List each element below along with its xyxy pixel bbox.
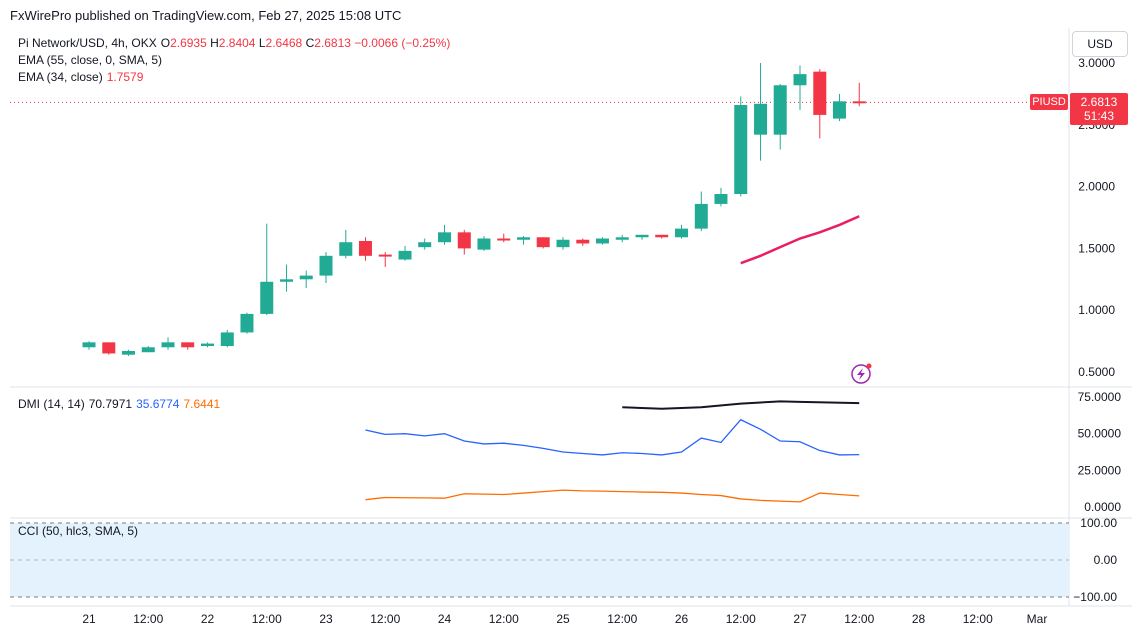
candle-body [754, 103, 768, 135]
dmi-legend[interactable]: DMI (14, 14) 70.7971 35.6774 7.6441 [18, 397, 221, 411]
candle-body [438, 232, 451, 243]
ema34-value: 1.7579 [106, 70, 144, 84]
bar-countdown: 51:43 [1083, 109, 1115, 123]
candle-body [517, 237, 531, 240]
cci-axis-tick: 0.00 [1094, 553, 1118, 567]
di-minus-value: 7.6441 [183, 397, 221, 411]
cci-legend[interactable]: CCI (50, hlc3, SMA, 5) [18, 524, 139, 538]
time-axis-tick: 12:00 [607, 612, 637, 626]
candle-body [260, 281, 274, 314]
ohlc-values: O2.6935 H2.8404 L2.6468 C2.6813 −0.0066 … [160, 36, 451, 50]
candle-body [299, 275, 313, 280]
time-axis-tick: 12:00 [133, 612, 163, 626]
dmi-line-di [365, 418, 860, 456]
candle-body [82, 342, 96, 348]
dmi-line-di [365, 489, 860, 503]
candle-body [378, 254, 392, 257]
price-axis-tick: 2.0000 [1078, 180, 1115, 194]
candle-body [181, 342, 195, 348]
time-axis-tick: Mar [1027, 612, 1048, 626]
cci-axis-tick: 100.00 [1080, 516, 1117, 530]
time-axis-tick: 28 [912, 612, 926, 626]
symbol-price-tag: PIUSD [1030, 94, 1068, 110]
candle-body [635, 234, 649, 238]
time-axis-tick: 12:00 [963, 612, 993, 626]
candle-body [240, 313, 254, 333]
dmi-axis-tick: 0.0000 [1084, 500, 1121, 514]
time-axis-tick: 12:00 [844, 612, 874, 626]
ema34-line [740, 215, 860, 265]
candle-body [734, 105, 748, 195]
candle-body [280, 279, 294, 282]
currency-button[interactable]: USD [1072, 31, 1128, 57]
candle-body [773, 85, 787, 135]
publisher-line: FxWirePro published on TradingView.com, … [10, 8, 402, 23]
candle-body [813, 71, 827, 115]
price-axis-tick: 3.0000 [1078, 56, 1115, 70]
candle-body [457, 232, 471, 249]
candle-body [694, 203, 708, 229]
adx-value: 70.7971 [88, 397, 133, 411]
candle-body [655, 234, 669, 238]
candle-body [852, 101, 866, 104]
candle-body [220, 332, 234, 347]
axes: 3.00002.50002.00001.50001.00000.500075.0… [82, 56, 1121, 626]
ema55-legend[interactable]: EMA (55, close, 0, SMA, 5) [18, 53, 163, 67]
price-axis-tick: 0.5000 [1078, 365, 1115, 379]
time-axis-tick: 22 [201, 612, 215, 626]
price-axis-tick: 1.0000 [1078, 303, 1115, 317]
candle-body [398, 250, 412, 260]
candle-body [536, 237, 550, 248]
candle-body [161, 342, 175, 348]
symbol-label: Pi Network/USD, 4h, OKX [18, 36, 157, 50]
dmi-axis-tick: 25.0000 [1078, 463, 1122, 477]
candle-body [339, 242, 353, 256]
candle-body [319, 255, 333, 276]
candle-body [675, 228, 688, 238]
time-axis-tick: 26 [675, 612, 689, 626]
candle-body [595, 238, 609, 244]
candle-body [793, 74, 807, 86]
dmi-line-adx [622, 400, 860, 410]
lightning-icon[interactable] [851, 363, 872, 384]
time-axis-tick: 24 [438, 612, 452, 626]
candle-body [201, 343, 214, 347]
candle-body [714, 194, 728, 204]
candle-body [358, 240, 372, 256]
main-legend[interactable]: Pi Network/USD, 4h, OKX O2.6935 H2.8404 … [18, 36, 450, 50]
dmi-axis-tick: 75.0000 [1078, 390, 1122, 404]
candle-body [615, 237, 629, 240]
candle-body [418, 242, 432, 248]
cci-axis-tick: −100.00 [1073, 590, 1117, 604]
time-axis-tick: 12:00 [726, 612, 756, 626]
dmi-axis-tick: 50.0000 [1078, 427, 1122, 441]
time-axis-tick: 21 [82, 612, 96, 626]
dmi-pane [365, 400, 860, 503]
change-value: −0.0066 (−0.25%) [354, 36, 451, 50]
candle-body [141, 347, 155, 353]
ema34-legend[interactable]: EMA (34, close) 1.7579 [18, 70, 144, 84]
candle-body [576, 239, 590, 244]
time-axis-tick: 27 [793, 612, 807, 626]
candle-body [497, 238, 511, 241]
time-axis-tick: 12:00 [370, 612, 400, 626]
candle-body [556, 239, 570, 248]
time-axis-tick: 12:00 [252, 612, 282, 626]
time-axis-tick: 23 [319, 612, 333, 626]
price-pane [82, 63, 866, 356]
di-plus-value: 35.6774 [136, 397, 180, 411]
candle-body [477, 238, 491, 250]
candle-body [102, 342, 116, 354]
last-price-value: 2.6813 [1080, 95, 1118, 109]
last-price-tag: 2.6813 51:43 [1070, 93, 1128, 125]
candle-body [121, 350, 135, 355]
price-axis-tick: 1.5000 [1078, 241, 1115, 255]
candle-body [832, 101, 846, 119]
time-axis-tick: 25 [556, 612, 570, 626]
time-axis-tick: 12:00 [489, 612, 519, 626]
